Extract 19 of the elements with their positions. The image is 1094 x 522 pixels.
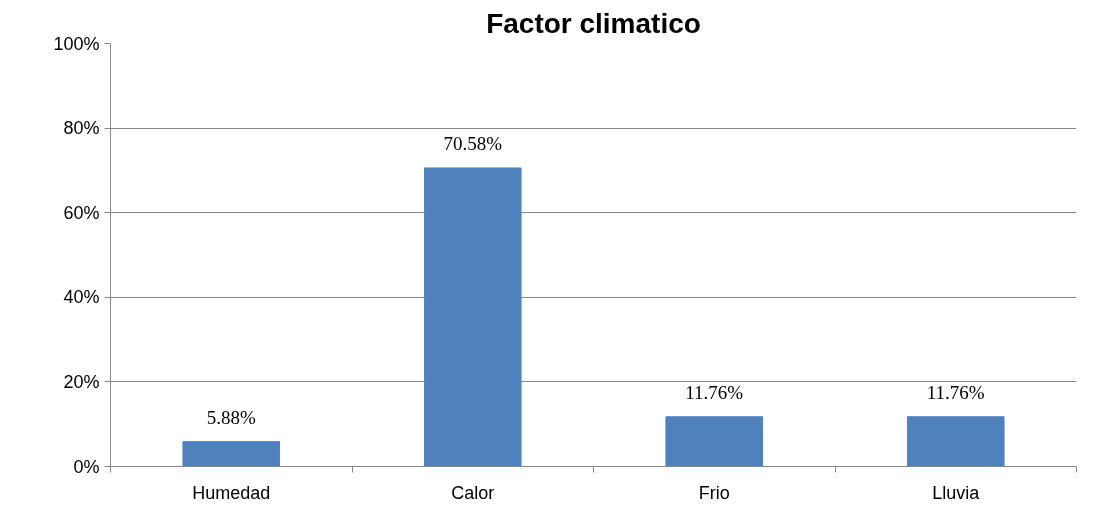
y-tick-label: 80% <box>63 118 100 139</box>
x-tick-label: Frio <box>698 482 730 503</box>
chart-title: Factor climatico <box>486 7 701 39</box>
y-tick-label: 60% <box>63 202 100 223</box>
x-tick-label: Humedad <box>192 482 271 503</box>
data-label: 11.76% <box>685 381 744 403</box>
y-tick-label: 20% <box>63 371 100 392</box>
data-label: 11.76% <box>926 381 985 403</box>
y-tick-label: 0% <box>73 456 100 477</box>
y-tick-label: 40% <box>63 287 100 308</box>
bar <box>423 167 522 467</box>
x-tick-label: Calor <box>451 482 495 503</box>
bar <box>182 441 281 467</box>
x-tick-label: Lluvia <box>932 482 981 503</box>
bar <box>665 416 764 467</box>
data-label: 5.88% <box>206 406 256 428</box>
data-label: 70.58% <box>443 132 503 154</box>
bar <box>906 416 1005 467</box>
y-tick-label: 100% <box>53 33 100 54</box>
